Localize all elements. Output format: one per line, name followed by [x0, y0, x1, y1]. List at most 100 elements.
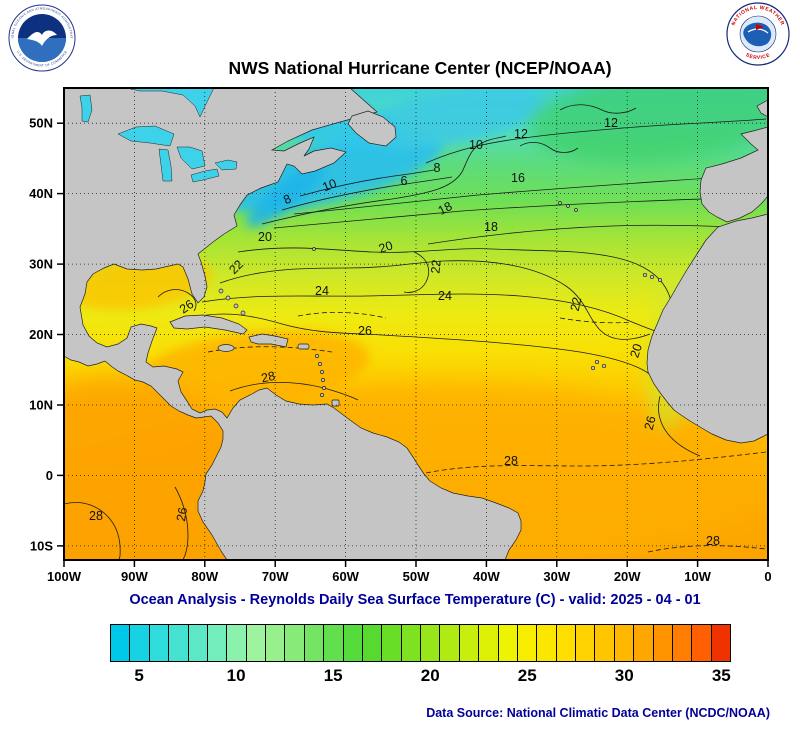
contour-label: 12 [604, 116, 618, 130]
colorbar-label: 30 [614, 666, 634, 685]
colorbar-cell [594, 625, 614, 661]
island-cape-verde [590, 365, 596, 371]
contour-line [519, 142, 579, 153]
colorbar-cell [516, 625, 537, 661]
lat-axis-label: 30N [29, 257, 53, 272]
grid-layer [64, 88, 768, 560]
island-azores [566, 204, 570, 208]
colorbar-cell [148, 625, 169, 661]
land-layer [64, 88, 768, 560]
contour-label: 22 [428, 259, 443, 274]
contour-line [403, 251, 430, 293]
nws-globe-icon [743, 22, 772, 47]
nws-ring-text-bottom: SERVICE [745, 52, 772, 61]
island-bahamas [240, 310, 246, 316]
contour-label: 28 [260, 369, 277, 386]
lake-huron [176, 146, 206, 170]
colorbar-cell [361, 625, 382, 661]
contour-label: 28 [504, 454, 518, 468]
island-canaries [642, 272, 648, 278]
land-britain [756, 99, 768, 118]
noaa-emblem-sea [18, 38, 66, 62]
lake-winnipeg [79, 94, 93, 123]
island-antilles [321, 378, 325, 382]
land-africa [646, 213, 768, 444]
colorbar-cell [478, 625, 498, 661]
lon-axis-label: 10W [684, 569, 711, 584]
land-hispaniola [248, 333, 289, 348]
contour-line [425, 118, 767, 164]
axis-layer: 100W 90W 80W 70W 60W 50W 40W 30W 20W 10W 0 50N 40N 30… [29, 116, 771, 584]
lon-axis-label: 70W [262, 569, 289, 584]
contour-line [281, 176, 453, 211]
island-bahamas [225, 295, 231, 301]
colorbar-cell [613, 625, 634, 661]
contour-line [64, 502, 121, 560]
island-antilles [318, 362, 322, 366]
colorbar-cell [342, 625, 362, 661]
colorbar-cell [671, 625, 692, 661]
temperature-colorbar [110, 624, 731, 662]
land-cuba [169, 314, 248, 335]
page-title: NWS National Hurricane Center (NCEP/NOAA… [228, 58, 612, 78]
contour-label: 10 [469, 138, 483, 152]
lat-axis-label: 0 [46, 468, 53, 483]
contour-label: 22 [568, 296, 585, 313]
land-newfoundland [347, 110, 397, 147]
lat-axis-label: 50N [29, 116, 53, 131]
contour-label: 26 [177, 297, 196, 316]
contour-line-dashed [297, 311, 387, 319]
contour-label: 26 [174, 506, 190, 522]
colorbar-label: 5 [134, 666, 144, 685]
lon-axis-label: 0 [764, 569, 771, 584]
contour-label: 20 [377, 238, 395, 256]
colorbar-cell [129, 625, 149, 661]
colorbar-cell [206, 625, 227, 661]
isotherm-contour-layer [64, 104, 767, 560]
contour-line [201, 293, 659, 333]
island-canaries [649, 274, 655, 280]
contour-line [157, 289, 197, 312]
contour-line [658, 395, 701, 457]
island-antilles [322, 386, 326, 390]
colorbar-cell [439, 625, 459, 661]
contour-label: 24 [438, 289, 452, 303]
contour-label: 20 [627, 342, 645, 360]
lat-axis-label: 20N [29, 327, 53, 342]
colorbar-cell [575, 625, 595, 661]
contour-label: 26 [642, 414, 659, 431]
lon-axis-label: 50W [403, 569, 430, 584]
contour-label: 8 [434, 161, 441, 175]
lake-superior [117, 125, 175, 147]
contour-line [299, 169, 435, 197]
colorbar-cell [245, 625, 265, 661]
island-bermuda [312, 247, 316, 251]
island-bahamas [233, 303, 239, 309]
lon-axis-label: 90W [121, 569, 148, 584]
lon-axis-label: 40W [473, 569, 500, 584]
island-cape-verde [601, 363, 607, 369]
colorbar-cell [536, 625, 556, 661]
colorbar-cell [168, 625, 188, 661]
colorbar-label-row: 5 10 15 20 25 30 35 [110, 666, 731, 690]
colorbar-cell [284, 625, 304, 661]
land-jamaica [217, 344, 235, 352]
island-canaries [657, 277, 663, 283]
lon-axis-label: 60W [332, 569, 359, 584]
lon-axis-label: 20W [614, 569, 641, 584]
colorbar-cell [652, 625, 672, 661]
contour-line [219, 260, 651, 340]
land-americas [64, 88, 522, 560]
noaa-logo: NATIONAL OCEANIC AND ATMOSPHERIC ADMINIS… [8, 4, 76, 72]
nws-logo: NATIONAL WEATHER SERVICE [726, 2, 790, 66]
colorbar-cell [111, 625, 130, 661]
colorbar-cell [710, 625, 730, 661]
contour-label: 28 [89, 509, 103, 523]
contour-line [293, 173, 767, 215]
colorbar-cell [555, 625, 575, 661]
contour-label: 28 [706, 534, 720, 548]
colorbar-cell [497, 625, 517, 661]
contour-label: 20 [258, 230, 272, 244]
